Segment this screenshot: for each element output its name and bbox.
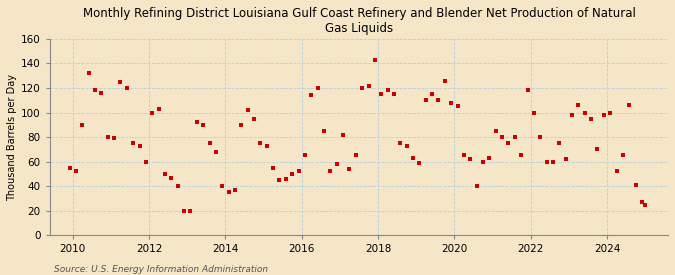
- Point: [478, 160, 489, 164]
- Point: [414, 161, 425, 165]
- Point: [90, 88, 101, 93]
- Point: [427, 92, 437, 96]
- Point: [166, 175, 177, 180]
- Point: [236, 123, 247, 127]
- Point: [338, 133, 348, 137]
- Point: [599, 113, 610, 117]
- Point: [586, 117, 597, 121]
- Point: [605, 110, 616, 115]
- Point: [618, 153, 628, 158]
- Point: [389, 92, 400, 96]
- Point: [484, 156, 495, 160]
- Point: [547, 160, 558, 164]
- Point: [395, 141, 406, 145]
- Point: [579, 110, 590, 115]
- Point: [630, 183, 641, 187]
- Point: [331, 162, 342, 166]
- Point: [192, 120, 202, 125]
- Point: [624, 103, 634, 107]
- Point: [566, 113, 577, 117]
- Point: [280, 177, 291, 181]
- Point: [344, 167, 355, 171]
- Point: [357, 86, 368, 90]
- Point: [128, 141, 138, 145]
- Point: [325, 169, 335, 174]
- Point: [261, 144, 272, 148]
- Point: [452, 104, 463, 109]
- Point: [592, 147, 603, 152]
- Point: [573, 103, 584, 107]
- Point: [122, 86, 132, 90]
- Point: [319, 129, 329, 133]
- Point: [204, 141, 215, 145]
- Point: [83, 71, 94, 75]
- Point: [211, 150, 221, 154]
- Point: [153, 107, 164, 111]
- Point: [268, 166, 279, 170]
- Point: [300, 153, 310, 158]
- Point: [439, 78, 450, 83]
- Point: [255, 141, 266, 145]
- Point: [223, 190, 234, 194]
- Point: [382, 88, 393, 93]
- Title: Monthly Refining District Louisiana Gulf Coast Refinery and Blender Net Producti: Monthly Refining District Louisiana Gulf…: [82, 7, 635, 35]
- Point: [510, 135, 520, 139]
- Point: [522, 88, 533, 93]
- Point: [433, 98, 444, 103]
- Point: [529, 110, 539, 115]
- Point: [96, 91, 107, 95]
- Point: [471, 184, 482, 188]
- Point: [179, 208, 190, 213]
- Point: [134, 144, 145, 148]
- Point: [421, 98, 431, 103]
- Point: [147, 110, 158, 115]
- Point: [115, 80, 126, 84]
- Point: [140, 160, 151, 164]
- Point: [497, 135, 508, 139]
- Point: [185, 208, 196, 213]
- Point: [242, 108, 253, 112]
- Point: [230, 188, 240, 192]
- Point: [293, 169, 304, 174]
- Point: [248, 117, 259, 121]
- Point: [64, 166, 75, 170]
- Point: [313, 86, 323, 90]
- Point: [490, 129, 501, 133]
- Point: [458, 153, 469, 158]
- Point: [637, 200, 647, 204]
- Point: [109, 136, 119, 141]
- Point: [77, 123, 88, 127]
- Text: Source: U.S. Energy Information Administration: Source: U.S. Energy Information Administ…: [54, 265, 268, 274]
- Point: [287, 172, 298, 176]
- Point: [535, 135, 545, 139]
- Point: [350, 153, 361, 158]
- Point: [172, 184, 183, 188]
- Point: [516, 153, 526, 158]
- Point: [71, 169, 82, 174]
- Point: [103, 135, 113, 139]
- Point: [363, 83, 374, 88]
- Point: [369, 57, 380, 62]
- Y-axis label: Thousand Barrels per Day: Thousand Barrels per Day: [7, 74, 17, 200]
- Point: [640, 202, 651, 207]
- Point: [306, 93, 317, 98]
- Point: [465, 157, 476, 161]
- Point: [560, 157, 571, 161]
- Point: [408, 156, 418, 160]
- Point: [503, 141, 514, 145]
- Point: [159, 172, 170, 176]
- Point: [401, 144, 412, 148]
- Point: [217, 184, 227, 188]
- Point: [446, 101, 456, 105]
- Point: [274, 178, 285, 182]
- Point: [554, 141, 565, 145]
- Point: [198, 123, 209, 127]
- Point: [541, 160, 552, 164]
- Point: [376, 92, 387, 96]
- Point: [611, 169, 622, 174]
